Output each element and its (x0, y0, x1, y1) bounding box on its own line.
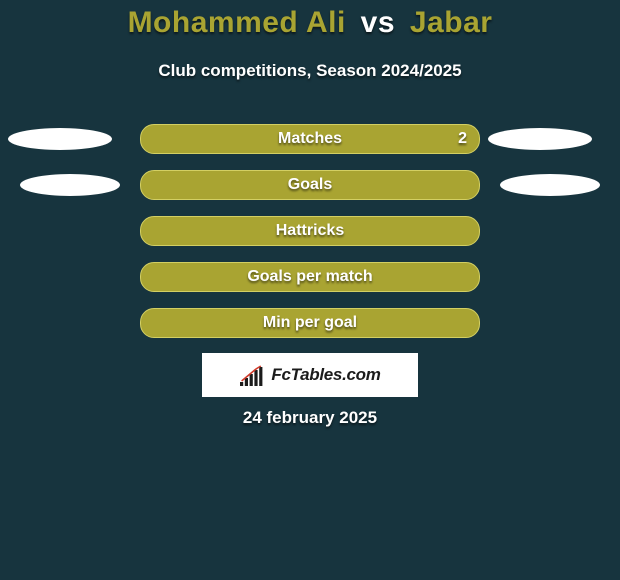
stat-label: Hattricks (141, 222, 479, 240)
stat-label: Min per goal (141, 314, 479, 332)
title-vs: vs (361, 6, 395, 39)
stat-row: Goals per match (0, 260, 620, 306)
title-player2: Jabar (410, 6, 493, 39)
stat-value-right: 2 (458, 130, 467, 148)
stat-pill: Hattricks (140, 216, 480, 246)
stat-label: Matches (141, 130, 479, 148)
logo-text: FcTables.com (271, 365, 380, 385)
weight-ellipse-right (500, 174, 600, 196)
stat-label: Goals per match (141, 268, 479, 286)
stat-pill: Goals per match (140, 262, 480, 292)
subtitle: Club competitions, Season 2024/2025 (0, 61, 620, 81)
logo-chart-icon (239, 364, 265, 386)
stat-row: Hattricks (0, 214, 620, 260)
weight-ellipse-left (8, 128, 112, 150)
stat-pill: Matches2 (140, 124, 480, 154)
weight-ellipse-left (20, 174, 120, 196)
stat-label: Goals (141, 176, 479, 194)
stat-pill: Goals (140, 170, 480, 200)
stat-row: Matches2 (0, 122, 620, 168)
title: Mohammed Ali vs Jabar (0, 6, 620, 40)
logo-box: FcTables.com (202, 353, 418, 397)
weight-ellipse-right (488, 128, 592, 150)
title-player1: Mohammed Ali (128, 6, 346, 39)
stat-pill: Min per goal (140, 308, 480, 338)
date: 24 february 2025 (0, 408, 620, 428)
stat-row: Min per goal (0, 306, 620, 352)
comparison-infographic: Mohammed Ali vs Jabar Club competitions,… (0, 0, 620, 580)
stat-row: Goals (0, 168, 620, 214)
stat-rows: Matches2 Goals Hattricks Goals per match Min… (0, 122, 620, 352)
